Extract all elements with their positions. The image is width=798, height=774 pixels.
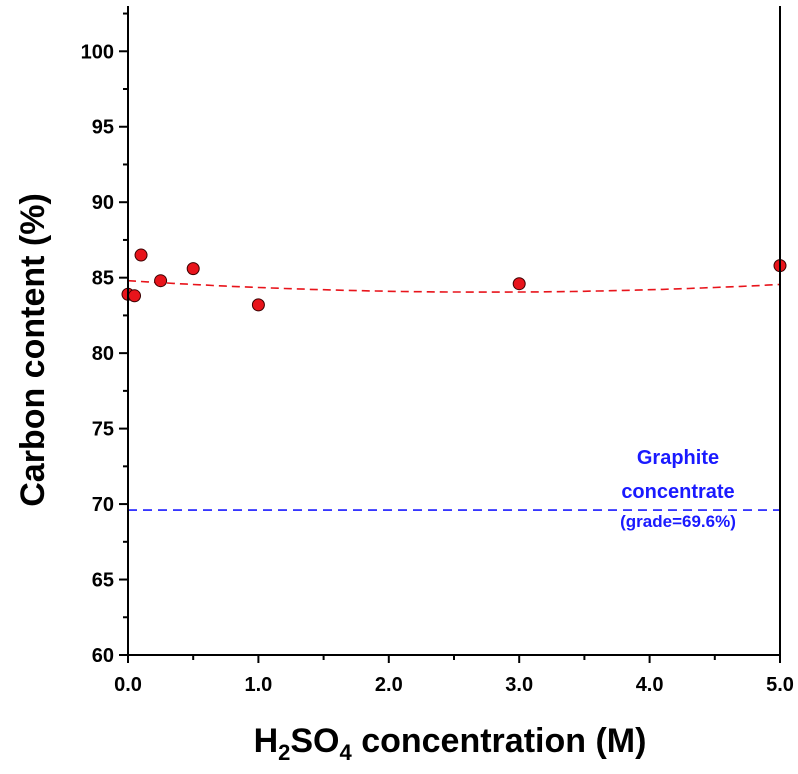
data-point (134, 248, 148, 262)
y-tick-label: 65 (92, 570, 114, 592)
x-axis-title: H2SO4 concentration (M) (254, 722, 647, 765)
x-tick-label: 4.0 (636, 674, 664, 696)
data-point (154, 274, 168, 288)
x-tick-label: 1.0 (244, 674, 272, 696)
x-tick-label: 2.0 (375, 674, 403, 696)
data-point (128, 289, 142, 303)
annotation-line-2: concentrate (621, 481, 734, 503)
y-tick-label: 80 (92, 343, 114, 365)
trend-line (127, 279, 781, 293)
y-tick-label: 85 (92, 268, 114, 290)
y-tick-label: 70 (92, 494, 114, 516)
annotation-line-3: (grade=69.6%) (620, 512, 736, 531)
data-point (186, 262, 200, 276)
x-axis-title-part-3: concentration (M) (352, 722, 647, 760)
x-tick-label: 5.0 (766, 674, 794, 696)
x-axis-title-part-1: H (254, 722, 279, 760)
y-tick-label: 75 (92, 419, 114, 441)
y-tick-label: 100 (81, 41, 114, 63)
x-axis-title-sub-2: 4 (340, 740, 353, 765)
y-axis-title: Carbon content (%) (14, 193, 52, 507)
y-tick-label: 60 (92, 645, 114, 667)
annotation-line-1: Graphite (637, 447, 719, 469)
x-axis-title-part-2: SO (290, 722, 339, 760)
data-point (512, 277, 526, 291)
y-tick-label: 95 (92, 117, 114, 139)
x-tick-label: 0.0 (114, 674, 142, 696)
x-axis-title-sub-1: 2 (278, 740, 290, 765)
x-tick-label: 3.0 (505, 674, 533, 696)
data-point (251, 298, 265, 312)
y-tick-label: 90 (92, 192, 114, 214)
